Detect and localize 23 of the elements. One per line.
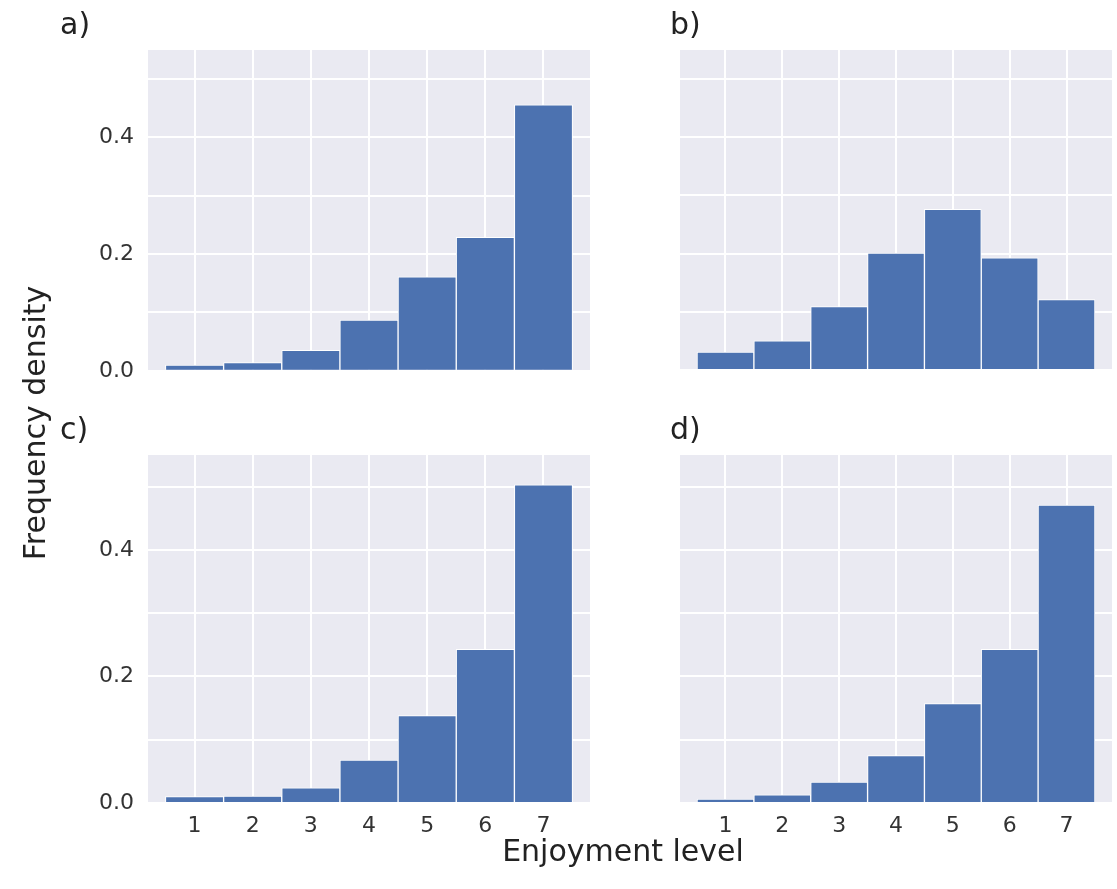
x-tick-label: 4 [362,811,376,837]
x-tick-label: 1 [187,811,202,837]
x-tick-label: 2 [245,811,260,837]
y-tick-label: 0.4 [99,123,134,149]
y-tick-label: 0.2 [99,239,134,265]
x-tick-label: 6 [1002,811,1017,837]
y-tick-label: 0.0 [99,356,134,382]
y-axis-title: Frequency density [16,285,52,561]
x-tick-label: 5 [420,811,435,837]
chart-title: c) [60,410,89,446]
x-tick-label: 5 [945,811,960,837]
chart-title: b) [670,5,701,41]
x-tick-label: 4 [889,811,903,837]
y-tick-label: 0.2 [99,662,134,688]
x-tick-label: 3 [832,811,847,837]
x-tick-label: 7 [1059,811,1074,837]
x-tick-label: 6 [478,811,493,837]
x-tick-label: 3 [303,811,318,837]
y-tick-label: 0.0 [99,788,134,814]
x-tick-label: 2 [775,811,790,837]
y-tick-label: 0.4 [99,535,134,561]
chart-title: d) [670,410,701,446]
chart-title: a) [60,5,91,41]
